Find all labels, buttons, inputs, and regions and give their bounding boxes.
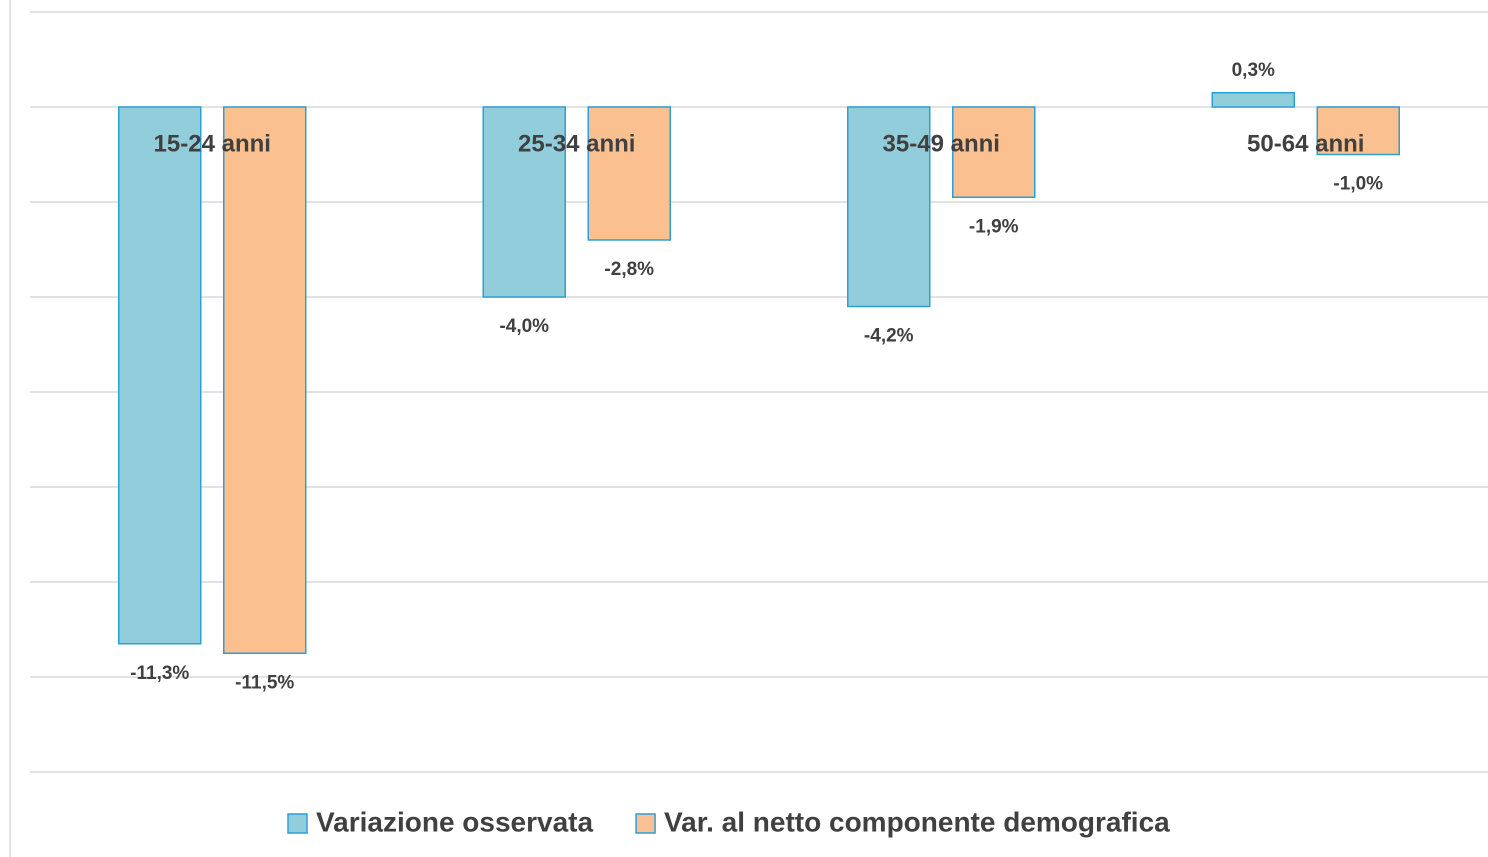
- bar: [118, 106, 202, 645]
- legend-swatch: [287, 813, 308, 834]
- legend-swatch: [635, 813, 656, 834]
- value-label: -1,9%: [969, 216, 1019, 237]
- value-label: -4,0%: [499, 316, 549, 337]
- category-label: 35-49 anni: [883, 130, 1000, 157]
- value-label: -2,8%: [604, 259, 654, 280]
- bar: [482, 106, 566, 298]
- value-label: 0,3%: [1232, 60, 1275, 81]
- category-label: 50-64 anni: [1247, 130, 1364, 157]
- bar: [1316, 106, 1400, 156]
- bar: [952, 106, 1036, 198]
- bar: [1211, 92, 1295, 108]
- value-label: -4,2%: [864, 326, 914, 347]
- bar: [847, 106, 931, 308]
- value-label: -11,5%: [235, 672, 294, 693]
- value-label: -11,3%: [130, 663, 189, 684]
- value-label: -1,0%: [1333, 174, 1383, 195]
- bar: [587, 106, 671, 241]
- category-label: 15-24 anni: [154, 130, 271, 157]
- bar: [223, 106, 307, 654]
- category-label: 25-34 anni: [518, 130, 635, 157]
- legend-label: Var. al netto componente demografica: [664, 806, 1170, 837]
- legend-label: Variazione osservata: [316, 806, 593, 837]
